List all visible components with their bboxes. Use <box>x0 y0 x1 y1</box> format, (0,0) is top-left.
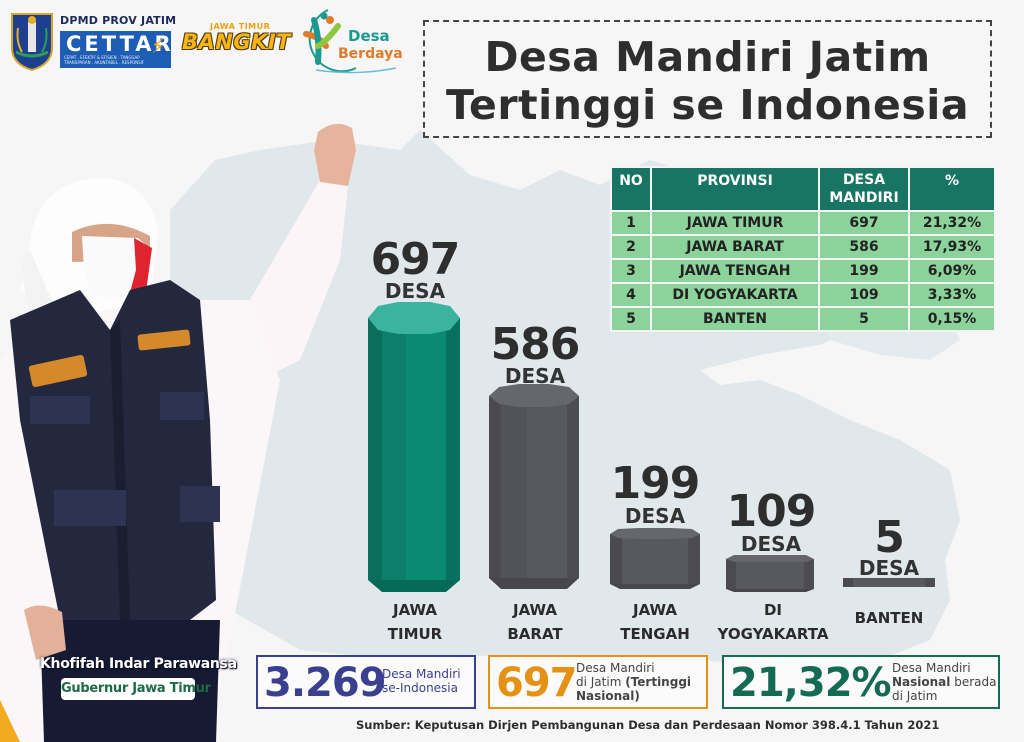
cettar-logo-tagline: CEPAT . EFEKTIF & EFISIEN . TANGGAP TRAN… <box>64 55 145 65</box>
bar-unit-jawa-tengah: DESA <box>624 504 686 528</box>
bar-value-jawa-tengah: 199 <box>610 458 701 509</box>
bar-value-di-yogyakarta: 109 <box>726 486 817 537</box>
page-title-line2: Tertinggi se Indonesia <box>446 81 969 129</box>
col-header-desa-mandiri: DESA MANDIRI <box>818 166 910 212</box>
stat-value: 3.269 <box>264 660 387 706</box>
stat-box-national-total: 3.269 Desa Mandiri se-Indonesia <box>256 655 476 709</box>
bar-value-banten: 5 <box>874 512 905 563</box>
bar-value-jawa-timur: 697 <box>370 234 461 285</box>
table-row: 4 DI YOGYAKARTA 109 3,33% <box>610 282 996 308</box>
cettar-logo: CETTAR ⚡ CEPAT . EFEKTIF & EFISIEN . TAN… <box>60 31 171 68</box>
stat-value: 697 <box>496 660 577 706</box>
table-row: 1 JAWA TIMUR 697 21,32% <box>610 210 996 236</box>
person-name: Khofifah Indar Parawansa <box>40 656 237 672</box>
desa-berdaya-logo: Desa Berdaya <box>296 6 420 78</box>
title-box: Desa Mandiri Jatim Tertinggi se Indonesi… <box>423 20 992 138</box>
east-java-crest-logo <box>11 13 53 72</box>
stat-caption: Desa Mandiri se-Indonesia <box>382 667 461 695</box>
bar-jawa-barat <box>489 384 579 589</box>
bar-unit-di-yogyakarta: DESA <box>740 532 802 556</box>
col-header-no: NO <box>610 166 652 212</box>
table-row: 3 JAWA TENGAH 199 6,09% <box>610 258 996 284</box>
jatim-bangkit-logo: JAWA TIMUR BANGKIT <box>182 22 291 54</box>
bar-jawa-timur <box>368 302 460 592</box>
lightning-icon: ⚡ <box>150 34 165 58</box>
bar-label-di-yogyakarta: DI YOGYAKARTA <box>717 601 829 643</box>
col-header-percent: % <box>908 166 996 212</box>
stat-caption: Desa Mandiri di Jatim (Tertinggi Nasiona… <box>576 661 692 703</box>
stat-caption: Desa Mandiri Nasional berada di Jatim <box>892 661 997 703</box>
bar-jawa-tengah <box>610 528 700 589</box>
table-header-row: NO PROVINSI DESA MANDIRI % <box>610 166 996 212</box>
page-title-line1: Desa Mandiri Jatim <box>484 33 931 81</box>
source-citation: Sumber: Keputusan Dirjen Pembangunan Des… <box>356 718 940 732</box>
stat-box-jatim-percentage: 21,32% Desa Mandiri Nasional berada di J… <box>722 655 1000 709</box>
ranking-table: NO PROVINSI DESA MANDIRI % 1 JAWA TIMUR 6… <box>610 166 996 332</box>
bar-unit-jawa-barat: DESA <box>504 364 566 388</box>
bar-label-jawa-timur: JAWA TIMUR <box>387 601 443 643</box>
bar-label-jawa-tengah: JAWA TENGAH <box>620 601 690 643</box>
person-role-badge: Gubernur Jawa Timur <box>61 678 211 700</box>
governor-photo <box>0 123 356 742</box>
bar-di-yogyakarta <box>726 555 814 592</box>
org-name: DPMD PROV JATIM <box>60 14 177 27</box>
bar-banten <box>843 578 935 587</box>
cettar-logo-text: CETTAR <box>66 32 174 56</box>
table-row: 2 JAWA BARAT 586 17,93% <box>610 234 996 260</box>
col-header-provinsi: PROVINSI <box>650 166 820 212</box>
desa-berdaya-emblem-icon <box>303 9 397 74</box>
bar-unit-banten: DESA <box>858 556 920 580</box>
bar-label-jawa-barat: JAWA BARAT <box>507 601 563 643</box>
stat-value: 21,32% <box>730 660 892 706</box>
table-row: 5 BANTEN 5 0,15% <box>610 306 996 332</box>
stat-box-jatim-total: 697 Desa Mandiri di Jatim (Tertinggi Nas… <box>488 655 708 709</box>
bar-value-jawa-barat: 586 <box>490 319 581 370</box>
bar-unit-jawa-timur: DESA <box>384 279 446 303</box>
bar-label-banten: BANTEN <box>854 609 924 627</box>
